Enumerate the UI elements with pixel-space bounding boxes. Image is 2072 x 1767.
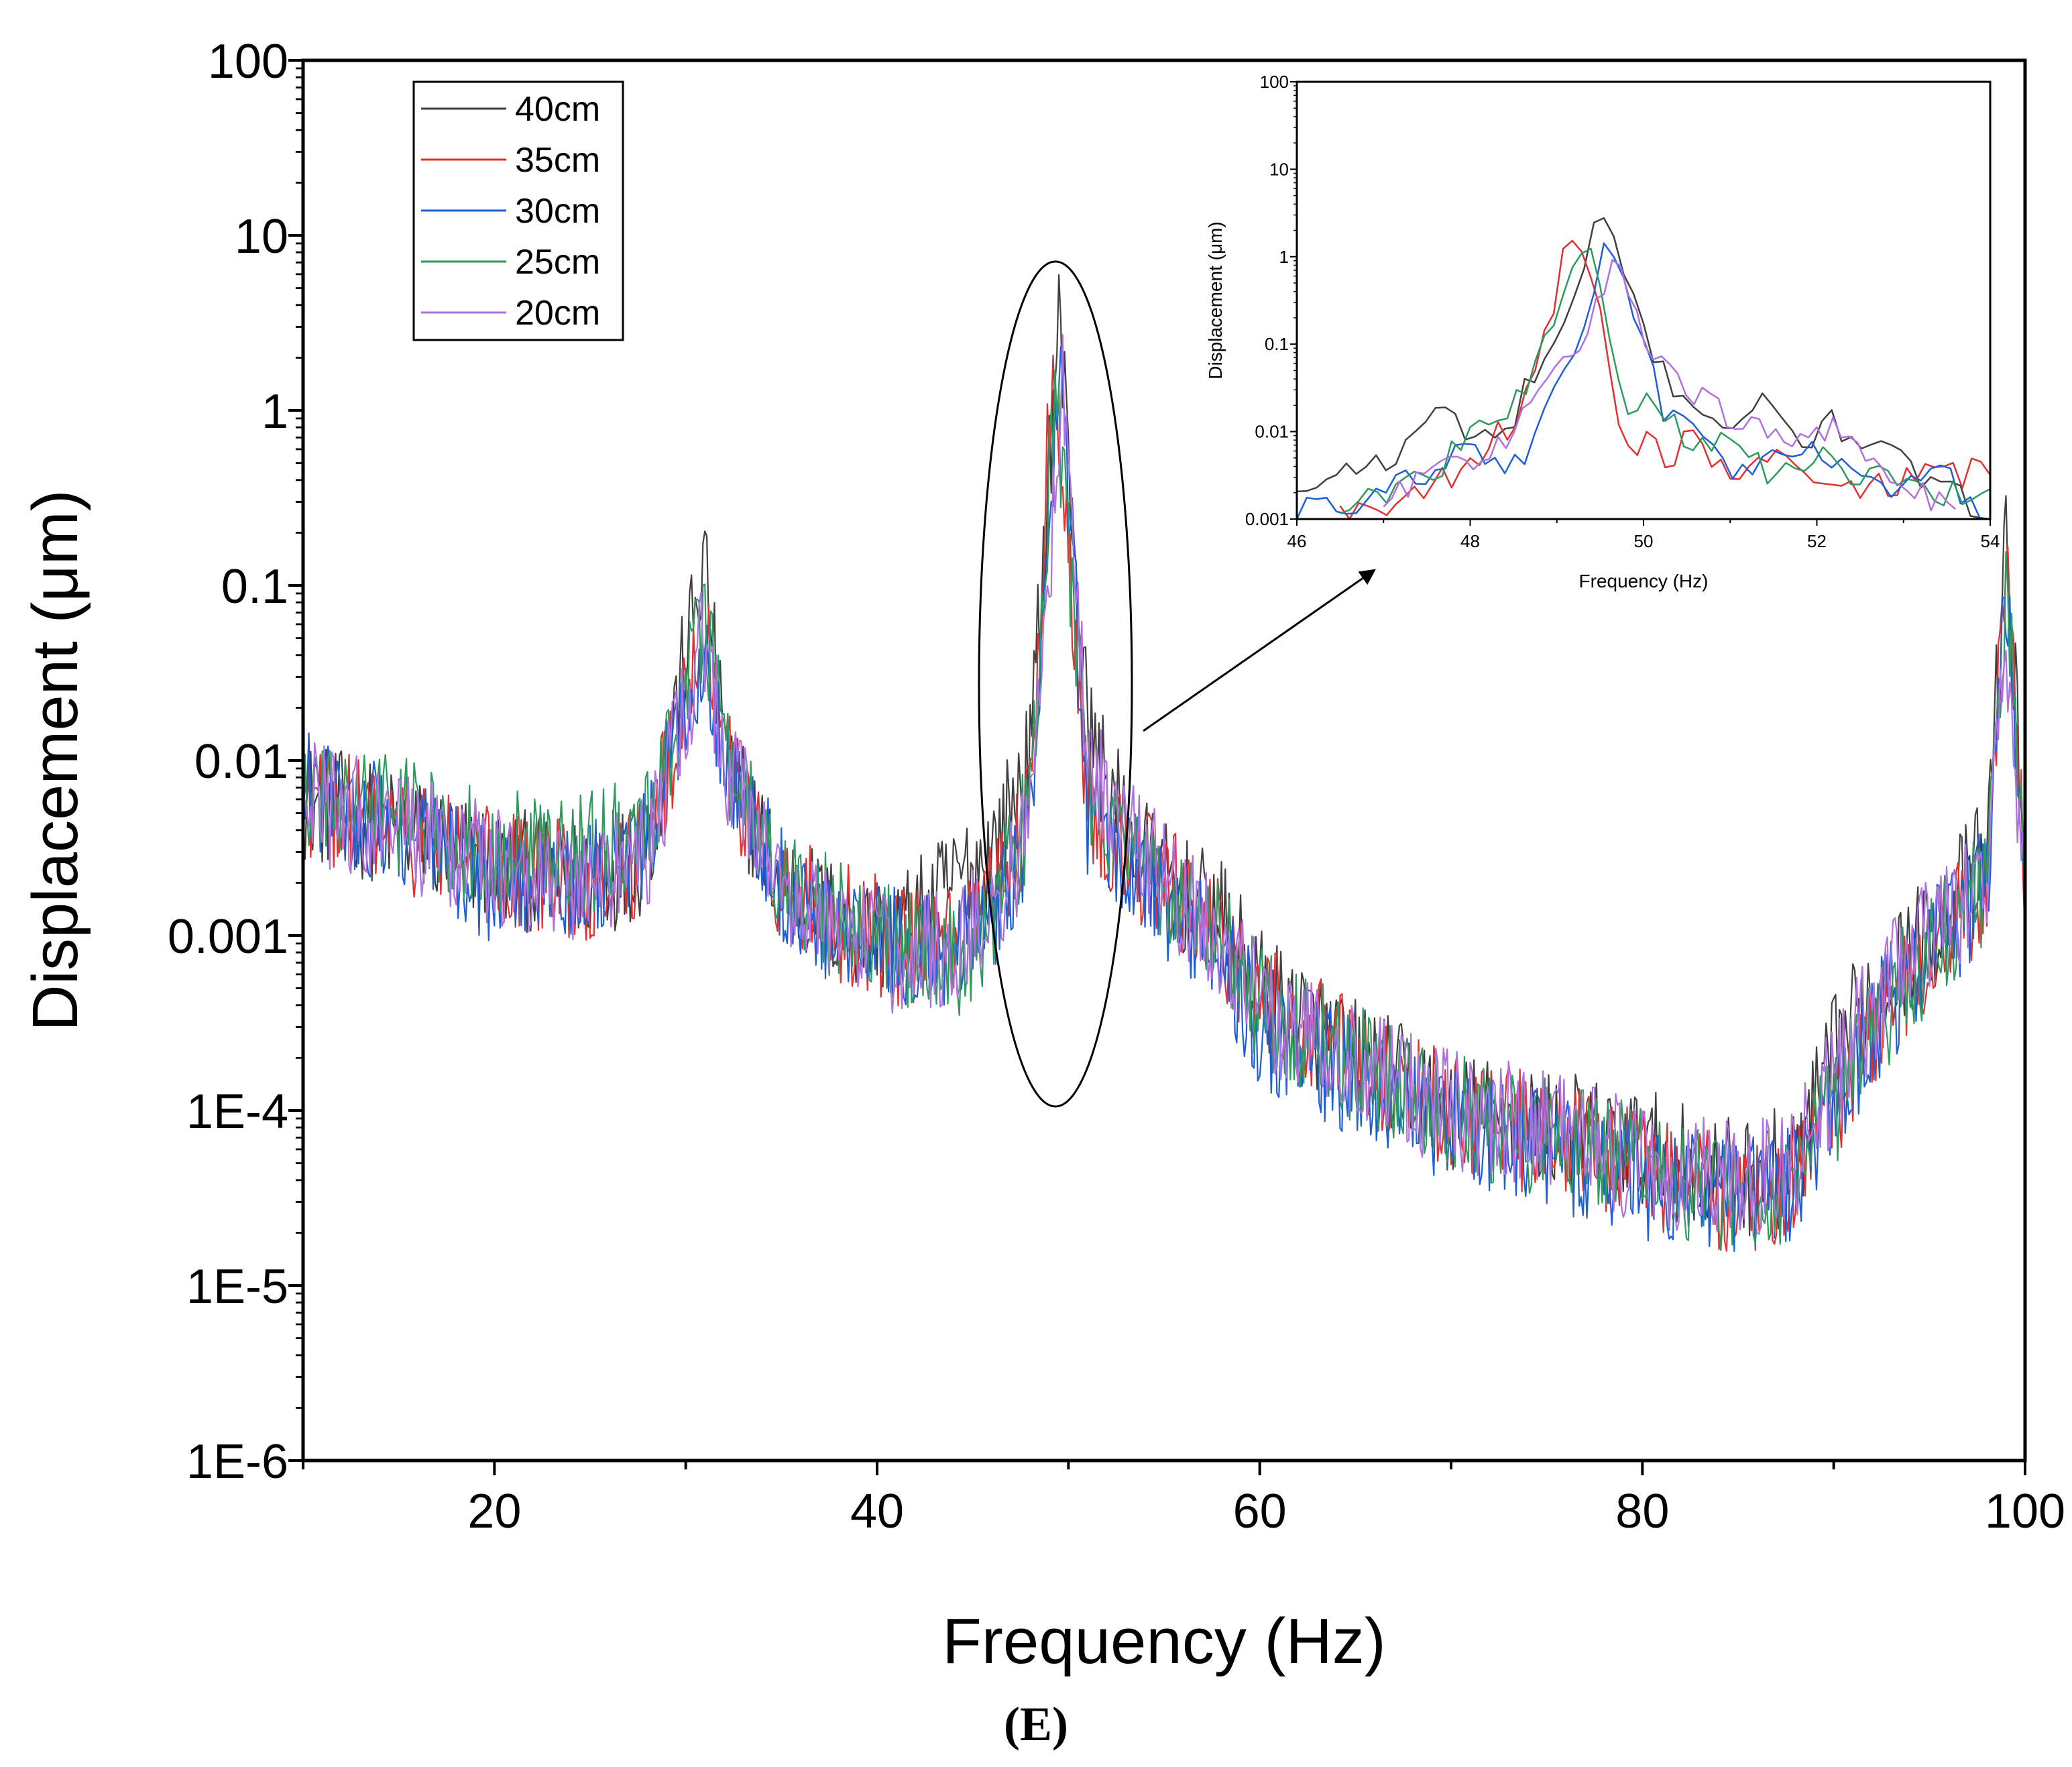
y-tick-label: 1: [262, 385, 288, 439]
main-series-lines: [302, 274, 2026, 1253]
y-tick-label: 1: [1279, 247, 1289, 267]
x-tick-label: 48: [1460, 531, 1480, 551]
y-tick-label: 0.1: [221, 560, 288, 614]
x-tick-label: 52: [1807, 531, 1827, 551]
y-tick-label: 0.01: [194, 735, 288, 789]
y-tick-label: 0.1: [1265, 334, 1289, 354]
y-tick-label: 0.01: [1255, 422, 1289, 442]
x-tick-label: 46: [1287, 531, 1307, 551]
panel-label: (E): [1004, 1697, 1068, 1751]
series-line-20cm: [1383, 259, 1957, 512]
y-tick-label: 100: [1260, 72, 1289, 92]
y-tick-label: 1E-5: [186, 1260, 288, 1314]
series-line-25cm: [302, 369, 2026, 1251]
x-tick-label: 80: [1615, 1485, 1669, 1538]
main-plot: 20 40 60 80 100 100 10 1 0.1 0.01 0.001 1E-4 1E-5 1E-…: [19, 35, 2065, 1677]
legend-label: 25cm: [515, 243, 600, 282]
series-line-40cm: [1296, 217, 1991, 520]
x-tick-label: 20: [467, 1485, 521, 1538]
inset-x-axis-title: Frequency (Hz): [1579, 571, 1709, 591]
x-tick-label: 54: [1981, 531, 2000, 551]
series-line-35cm: [1339, 239, 1992, 520]
y-tick-label: 0.001: [168, 910, 288, 964]
inset-plot: 46 48 50 52 54 100 10 1 0.1 0.01 0.001 Frequency (…: [1205, 72, 2000, 591]
y-tick-label: 10: [235, 210, 288, 264]
legend-label: 35cm: [515, 141, 600, 180]
inset-series-lines: [1296, 217, 1992, 520]
inset-pointer-arrow: [1143, 569, 1376, 732]
legend-item: 35cm: [421, 141, 600, 180]
series-line-30cm: [302, 346, 2026, 1253]
legend-label: 30cm: [515, 192, 600, 231]
y-tick-label: 1E-6: [186, 1435, 288, 1489]
main-y-axis-title: Displacement (μm): [19, 490, 91, 1031]
y-tick-label: 10: [1269, 159, 1289, 179]
legend-item: 40cm: [421, 90, 600, 129]
series-line-35cm: [302, 354, 2026, 1252]
legend-item: 30cm: [421, 192, 600, 231]
main-x-axis-title: Frequency (Hz): [942, 1605, 1386, 1677]
legend-item: 25cm: [421, 243, 600, 282]
x-tick-label: 40: [850, 1485, 904, 1538]
y-tick-label: 0.001: [1245, 509, 1289, 529]
y-tick-label: 100: [208, 35, 288, 89]
inset-axis-ticks: 46 48 50 52 54 100 10 1 0.1 0.01 0.001: [1245, 72, 2000, 551]
x-tick-label: 50: [1634, 531, 1654, 551]
series-line-20cm: [302, 334, 2026, 1235]
inset-background: [1297, 82, 1990, 519]
main-axis-ticks: 20 40 60 80 100 100 10 1 0.1 0.01 0.001 1E-4 1E-5 1E-…: [168, 35, 2065, 1538]
x-tick-label: 100: [1985, 1485, 2065, 1538]
legend: 40cm 35cm 30cm 25cm 20cm: [412, 80, 624, 341]
inset-y-axis-title: Displacement (μm): [1205, 221, 1226, 380]
x-tick-label: 60: [1233, 1485, 1287, 1538]
legend-label: 40cm: [515, 90, 600, 129]
legend-label: 20cm: [515, 294, 600, 333]
y-tick-label: 1E-4: [186, 1085, 288, 1139]
peak-highlight-ellipse: [978, 260, 1133, 1108]
legend-item: 20cm: [421, 294, 600, 333]
